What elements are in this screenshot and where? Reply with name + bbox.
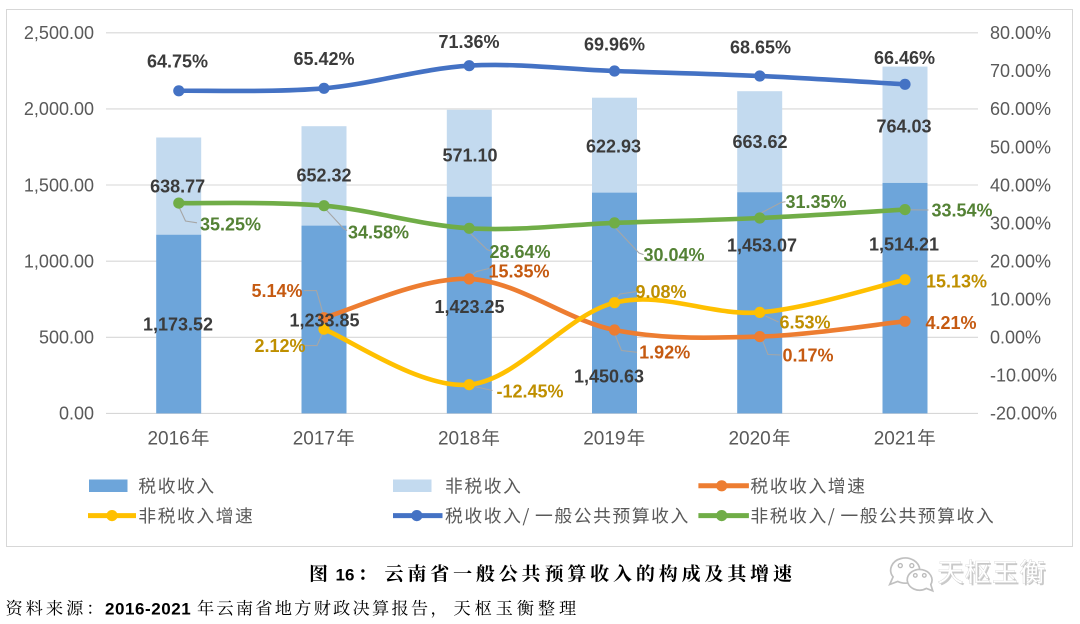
svg-text:1,453.07: 1,453.07 [727,235,797,255]
svg-text:1,450.63: 1,450.63 [574,366,644,386]
svg-text:-20.00%: -20.00% [990,404,1057,424]
svg-text:1,514.21: 1,514.21 [869,234,939,254]
svg-text:638.77: 638.77 [150,176,205,196]
svg-text:64.75%: 64.75% [147,51,208,71]
svg-text:10.00%: 10.00% [990,290,1051,310]
svg-text:1,423.25: 1,423.25 [434,297,504,317]
svg-text:622.93: 622.93 [586,136,641,156]
svg-text:2016-2021: 2016-2021 [105,599,191,618]
svg-text:50.00%: 50.00% [990,137,1051,157]
svg-text:80.00%: 80.00% [990,23,1051,43]
svg-text:60.00%: 60.00% [990,99,1051,119]
svg-text:9.08%: 9.08% [635,282,686,302]
svg-text:4.21%: 4.21% [925,313,976,333]
svg-text:-10.00%: -10.00% [990,366,1057,386]
svg-text:6.53%: 6.53% [779,313,830,333]
svg-text:1.92%: 1.92% [639,343,690,363]
svg-text:70.00%: 70.00% [990,61,1051,81]
svg-text:2016: 2016 [147,429,189,450]
svg-text:28.64%: 28.64% [489,242,550,262]
svg-text:15.13%: 15.13% [926,272,987,292]
svg-text:2.12%: 2.12% [254,336,305,356]
svg-text:15.35%: 15.35% [488,262,549,282]
svg-text:663.62: 663.62 [732,132,787,152]
svg-text:35.25%: 35.25% [200,215,261,235]
svg-text:68.65%: 68.65% [730,37,791,57]
svg-text:500.00: 500.00 [39,328,94,348]
svg-text:652.32: 652.32 [296,165,351,185]
svg-text:2018: 2018 [438,429,480,450]
svg-text:0.00: 0.00 [59,404,94,424]
svg-text:0.17%: 0.17% [782,345,833,365]
svg-text:2021: 2021 [874,429,916,450]
svg-text:65.42%: 65.42% [293,49,354,69]
svg-text:20.00%: 20.00% [990,252,1051,272]
svg-text:2,500.00: 2,500.00 [24,23,94,43]
svg-text:571.10: 571.10 [442,145,497,165]
svg-text:1,233.85: 1,233.85 [289,310,359,330]
svg-text:-12.45%: -12.45% [496,381,563,401]
svg-text:2,000.00: 2,000.00 [24,99,94,119]
svg-text:31.35%: 31.35% [785,192,846,212]
svg-text:2019: 2019 [583,429,625,450]
svg-text:33.54%: 33.54% [931,200,992,220]
svg-text:71.36%: 71.36% [438,32,499,52]
svg-text:30.00%: 30.00% [990,213,1051,233]
svg-text:66.46%: 66.46% [874,48,935,68]
svg-text:69.96%: 69.96% [584,34,645,54]
svg-text:30.04%: 30.04% [643,245,704,265]
svg-text:40.00%: 40.00% [990,175,1051,195]
svg-text:16: 16 [336,565,355,584]
svg-text:2017: 2017 [293,429,335,450]
svg-text:2020: 2020 [728,429,770,450]
svg-text:764.03: 764.03 [876,116,931,136]
svg-text:34.58%: 34.58% [348,222,409,242]
svg-text:0.00%: 0.00% [990,328,1041,348]
svg-text:5.14%: 5.14% [251,281,302,301]
svg-text:1,500.00: 1,500.00 [24,175,94,195]
svg-text:1,000.00: 1,000.00 [24,252,94,272]
svg-text:1,173.52: 1,173.52 [143,314,213,334]
